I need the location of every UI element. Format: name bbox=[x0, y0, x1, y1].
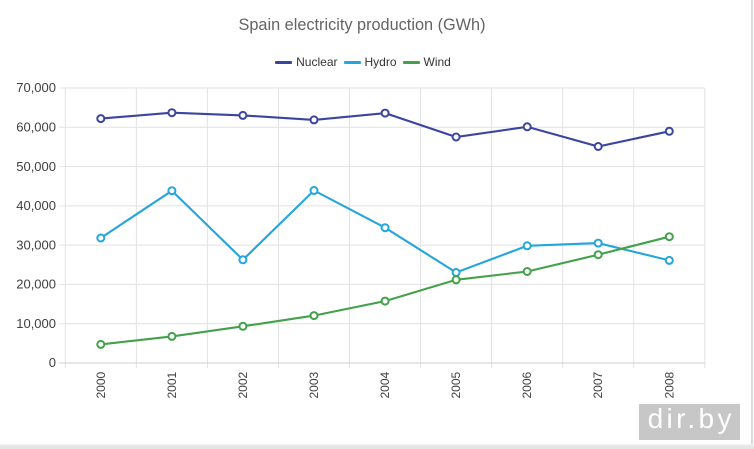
svg-text:70,000: 70,000 bbox=[16, 80, 56, 95]
svg-text:20,000: 20,000 bbox=[16, 277, 56, 292]
svg-text:60,000: 60,000 bbox=[16, 120, 56, 135]
svg-text:10,000: 10,000 bbox=[16, 316, 56, 331]
svg-text:2002: 2002 bbox=[236, 371, 250, 398]
svg-text:2005: 2005 bbox=[449, 371, 463, 398]
svg-text:2004: 2004 bbox=[378, 371, 392, 398]
svg-text:0: 0 bbox=[49, 355, 56, 370]
svg-text:2008: 2008 bbox=[662, 371, 676, 398]
svg-text:40,000: 40,000 bbox=[16, 198, 56, 213]
svg-text:2003: 2003 bbox=[307, 371, 321, 398]
svg-text:2000: 2000 bbox=[94, 371, 108, 398]
svg-text:2001: 2001 bbox=[165, 371, 179, 398]
svg-text:30,000: 30,000 bbox=[16, 237, 56, 252]
svg-text:50,000: 50,000 bbox=[16, 159, 56, 174]
svg-text:2007: 2007 bbox=[591, 371, 605, 398]
svg-text:2006: 2006 bbox=[520, 371, 534, 398]
